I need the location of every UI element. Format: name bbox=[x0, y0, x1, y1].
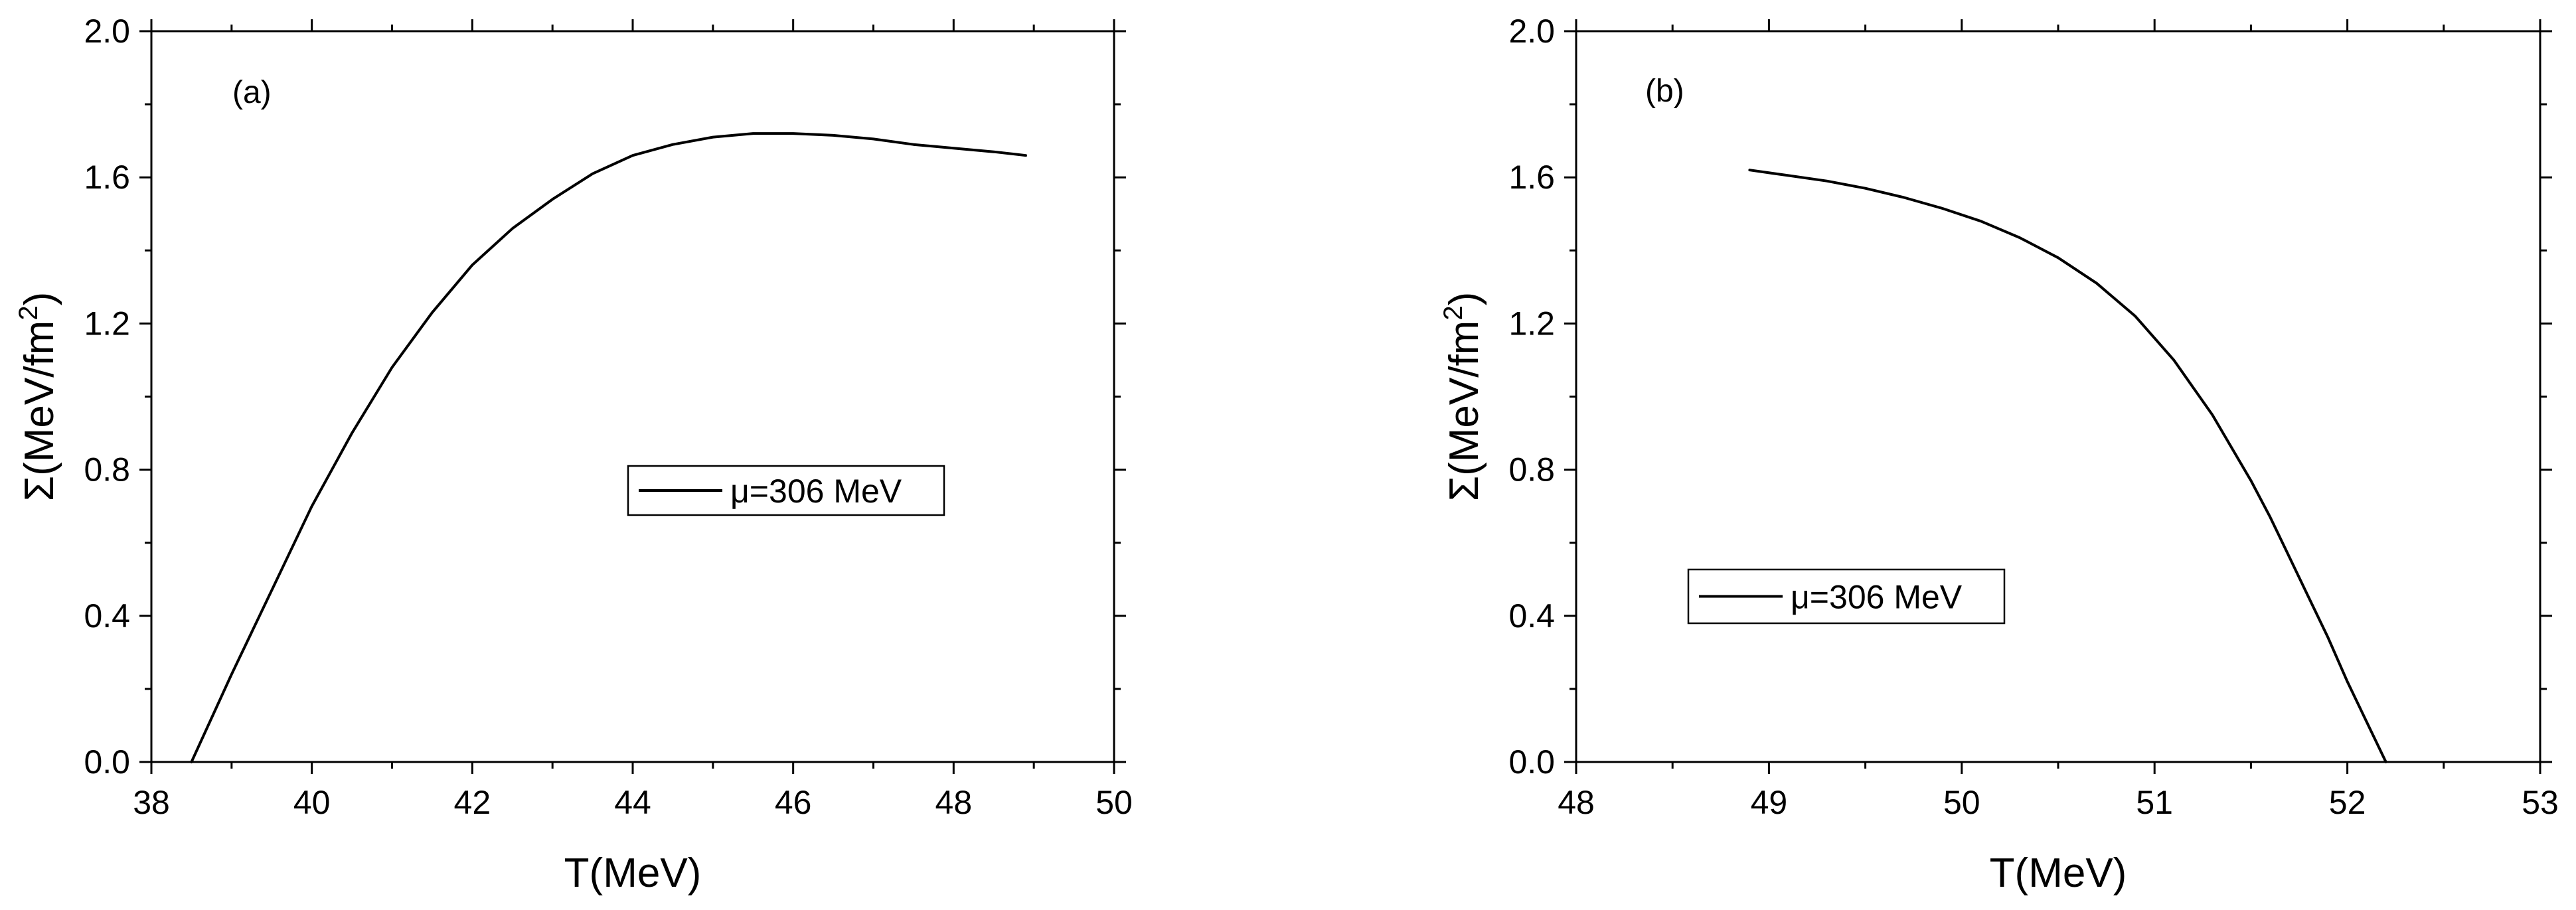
y-tick-label: 1.6 bbox=[84, 159, 130, 196]
y-axis-label-base: Σ(MeV/fm bbox=[1441, 321, 1487, 502]
y-axis-label: Σ(MeV/fm2) bbox=[14, 292, 62, 501]
x-axis-label: T(MeV) bbox=[564, 850, 702, 896]
legend: μ=306 MeV bbox=[627, 465, 945, 516]
x-tick-label: 52 bbox=[2329, 784, 2366, 821]
y-tick-label: 1.2 bbox=[84, 305, 130, 342]
x-tick-label: 48 bbox=[935, 784, 973, 821]
legend: μ=306 MeV bbox=[1687, 568, 2006, 625]
y-axis-label-base: Σ(MeV/fm bbox=[17, 321, 62, 502]
x-tick-label: 38 bbox=[133, 784, 170, 821]
y-tick-label: 2.0 bbox=[1508, 13, 1555, 50]
panel-b: 48 49 50 51 52 53 0.0 0.4 0.8 1.2 1.6 2.0 T(MeV) Σ(Me… bbox=[1439, 13, 2559, 896]
y-axis-label: Σ(MeV/fm2) bbox=[1439, 292, 1487, 501]
x-tick-label: 42 bbox=[454, 784, 491, 821]
y-tick-label: 0.8 bbox=[84, 451, 130, 489]
legend-label: μ=306 MeV bbox=[1791, 579, 1963, 616]
x-tick-label: 44 bbox=[614, 784, 651, 821]
panel-label: (a) bbox=[232, 75, 272, 110]
x-tick-label: 51 bbox=[2136, 784, 2173, 821]
y-tick-label: 0.0 bbox=[1508, 743, 1555, 781]
x-axis-label: T(MeV) bbox=[1990, 850, 2127, 896]
series-line bbox=[1748, 169, 2387, 763]
y-tick-label: 0.0 bbox=[84, 743, 130, 781]
legend-label: μ=306 MeV bbox=[730, 473, 902, 510]
y-axis-label-close: ) bbox=[1441, 292, 1487, 306]
series-line bbox=[190, 132, 1028, 763]
y-axis-label-close: ) bbox=[17, 292, 62, 306]
x-tick-label: 50 bbox=[1095, 784, 1133, 821]
y-tick-label: 1.6 bbox=[1508, 159, 1555, 196]
x-tick-label: 46 bbox=[775, 784, 812, 821]
plot-frame bbox=[1575, 30, 2541, 763]
y-axis-label-sup: 2 bbox=[1439, 305, 1468, 320]
y-tick-label: 0.8 bbox=[1508, 451, 1555, 489]
x-tick-label: 53 bbox=[2522, 784, 2559, 821]
y-tick-label: 1.2 bbox=[1508, 305, 1555, 342]
y-tick-label: 0.4 bbox=[84, 597, 130, 635]
y-tick-label: 0.4 bbox=[1508, 597, 1555, 635]
x-tick-label: 40 bbox=[293, 784, 331, 821]
x-tick-label: 49 bbox=[1751, 784, 1788, 821]
x-tick-label: 48 bbox=[1558, 784, 1595, 821]
x-tick-label: 50 bbox=[1943, 784, 1980, 821]
y-axis-label-sup: 2 bbox=[14, 305, 43, 320]
panel-a: 38 40 42 44 46 48 50 0.0 0.4 0.8 1.2 1.6 2.0 T(MeV) Σ(… bbox=[14, 13, 1133, 896]
y-tick-label: 2.0 bbox=[84, 13, 130, 50]
plot-frame bbox=[150, 30, 1115, 763]
panel-label: (b) bbox=[1645, 74, 1684, 109]
